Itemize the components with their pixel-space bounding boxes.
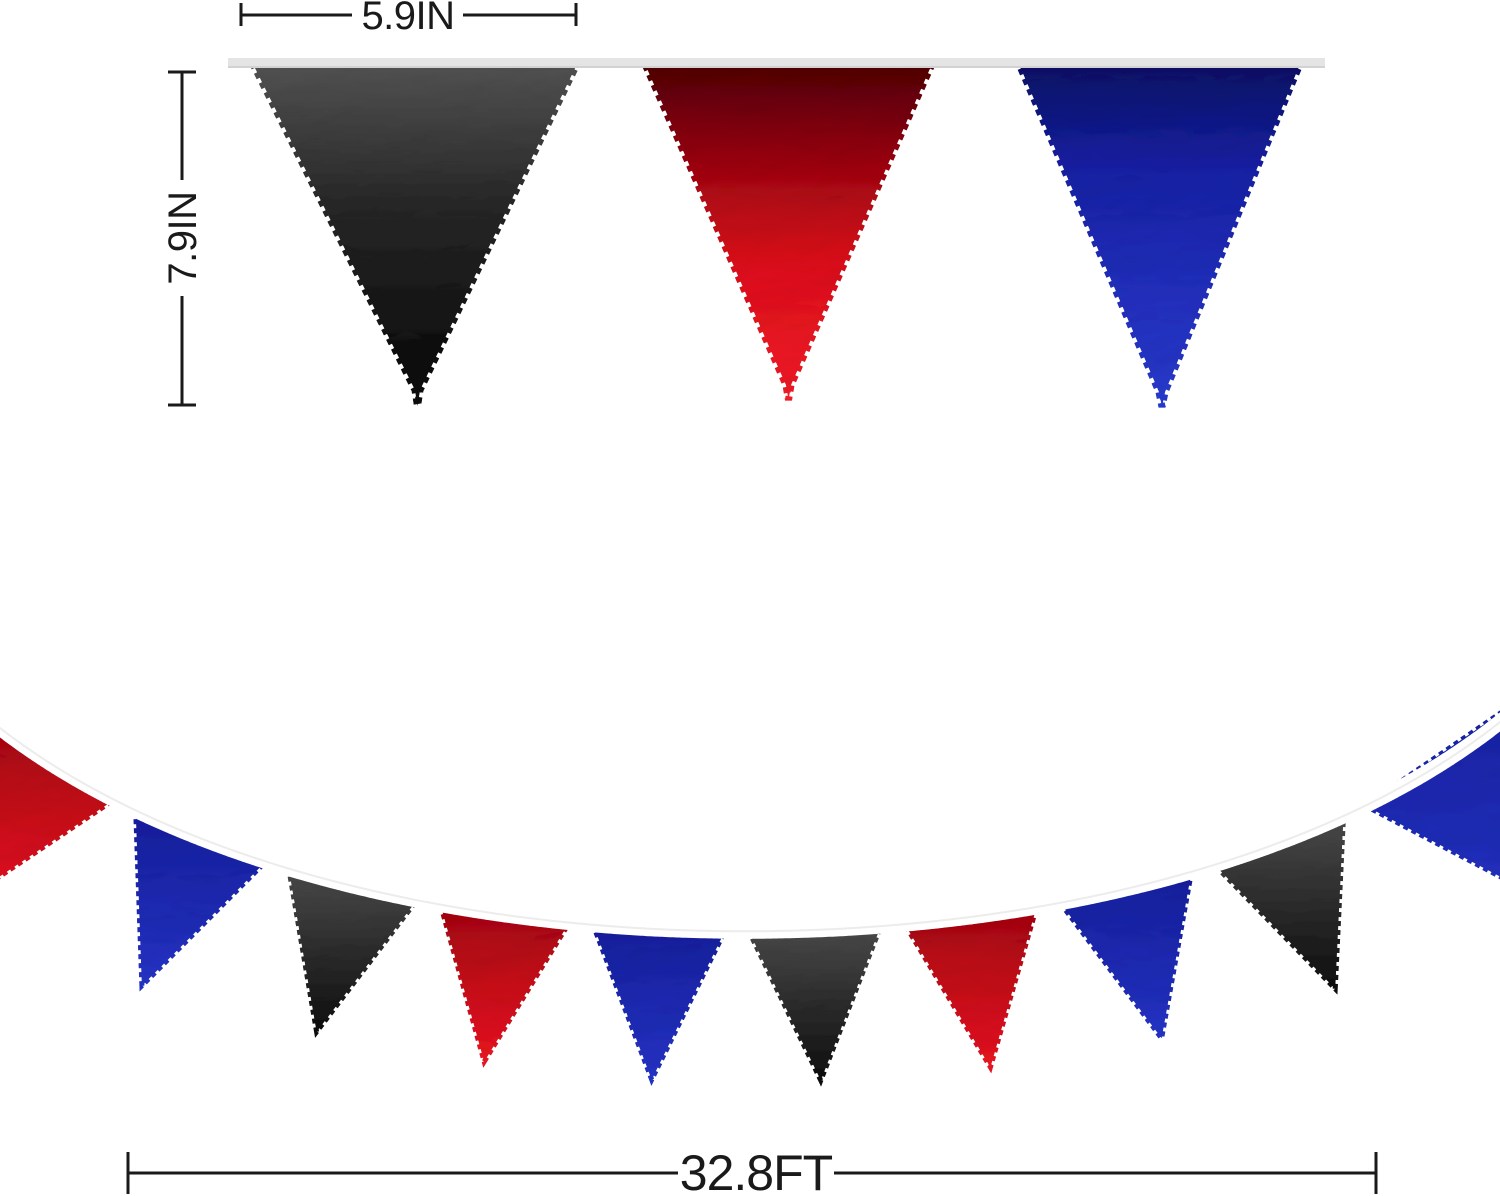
top-flag-red: [639, 60, 938, 401]
width-dimension-label: 5.9IN: [361, 0, 454, 38]
hanging-ribbon: [228, 58, 1325, 68]
length-dimension: 32.8FT: [126, 1145, 1378, 1196]
top-banner: [247, 60, 1306, 408]
length-dimension-label: 32.8FT: [680, 1145, 833, 1196]
hanging-ribbon-edge: [228, 66, 1325, 68]
garland-string-line: [0, 720, 1500, 933]
width-dimension: 5.9IN: [239, 0, 578, 38]
height-dimension: 7.9IN: [161, 70, 205, 407]
height-dimension-label: 7.9IN: [161, 191, 205, 284]
pennant-garland: [0, 710, 1500, 1087]
